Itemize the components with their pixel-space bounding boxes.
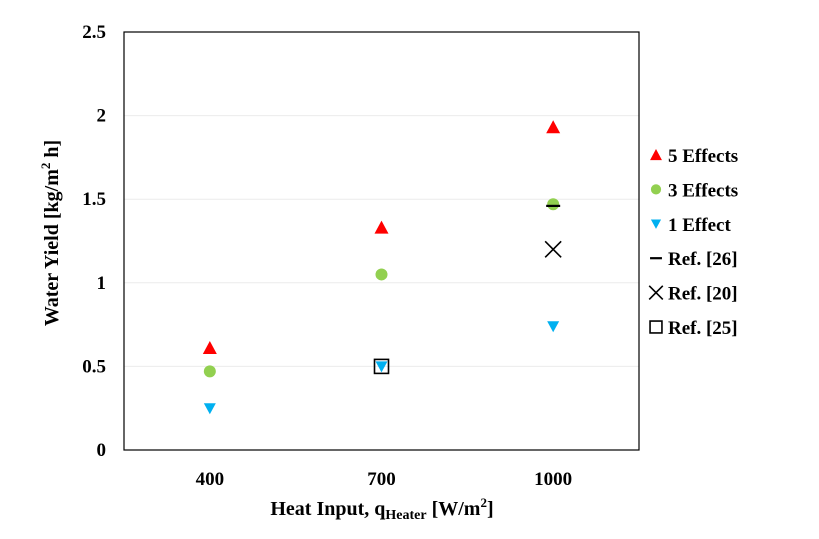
legend: 5 Effects 3 Effects 1 Effect Ref. [26] Ref. … [648, 146, 738, 339]
y-tick-label: 1 [97, 273, 107, 294]
y-axis-ticks: 0 0.5 1 1.5 2 2.5 [82, 22, 106, 461]
y-tick-label: 2.5 [82, 22, 106, 43]
x-axis-title: Heat Input, qHeater [W/m2] [270, 495, 493, 523]
x-tick-label: 1000 [534, 469, 572, 490]
legend-marker-triangle-down [650, 219, 662, 229]
data-point-circle [375, 268, 388, 281]
legend-item: Ref. [26] [650, 249, 738, 270]
legend-label: 3 Effects [668, 180, 738, 201]
y-tick-label: 0.5 [82, 356, 106, 377]
y-tick-label: 1.5 [82, 189, 106, 210]
y-axis-title: Water Yield [kg/m2 h] [38, 140, 63, 326]
legend-label: Ref. [26] [668, 249, 738, 270]
legend-item: Ref. [20] [648, 284, 738, 305]
legend-marker-square [649, 320, 663, 334]
data-point-triangle-up [202, 341, 217, 355]
data-point-triangle-down [547, 321, 560, 333]
x-tick-label: 400 [196, 469, 225, 490]
legend-marker-triangle-up [650, 149, 662, 161]
data-point-triangle-up [374, 220, 389, 234]
x-axis-ticks: 400 700 1000 [196, 469, 573, 490]
data-point-circle [547, 198, 560, 211]
data-point-x [544, 240, 562, 258]
grid-lines [124, 115, 639, 367]
legend-item: 1 Effect [650, 215, 731, 236]
y-tick-label: 0 [97, 440, 107, 461]
legend-label: 1 Effect [668, 215, 731, 236]
data-point-triangle-up [546, 120, 561, 134]
legend-item: 5 Effects [650, 146, 738, 167]
legend-label: Ref. [20] [668, 284, 738, 305]
legend-item: Ref. [25] [649, 318, 738, 339]
data-point-circle [203, 365, 216, 378]
x-tick-label: 700 [367, 469, 396, 490]
plot-area [123, 31, 640, 451]
legend-item: 3 Effects [650, 180, 738, 201]
legend-label: Ref. [25] [668, 318, 738, 339]
data-marks [202, 120, 562, 415]
legend-label: 5 Effects [668, 146, 738, 167]
legend-marker-x [648, 285, 664, 300]
data-point-square [373, 358, 390, 375]
data-point-triangle-down [375, 361, 388, 373]
data-point-triangle-down [203, 403, 216, 415]
legend-marker-circle [650, 184, 662, 195]
y-tick-label: 2 [97, 106, 107, 127]
